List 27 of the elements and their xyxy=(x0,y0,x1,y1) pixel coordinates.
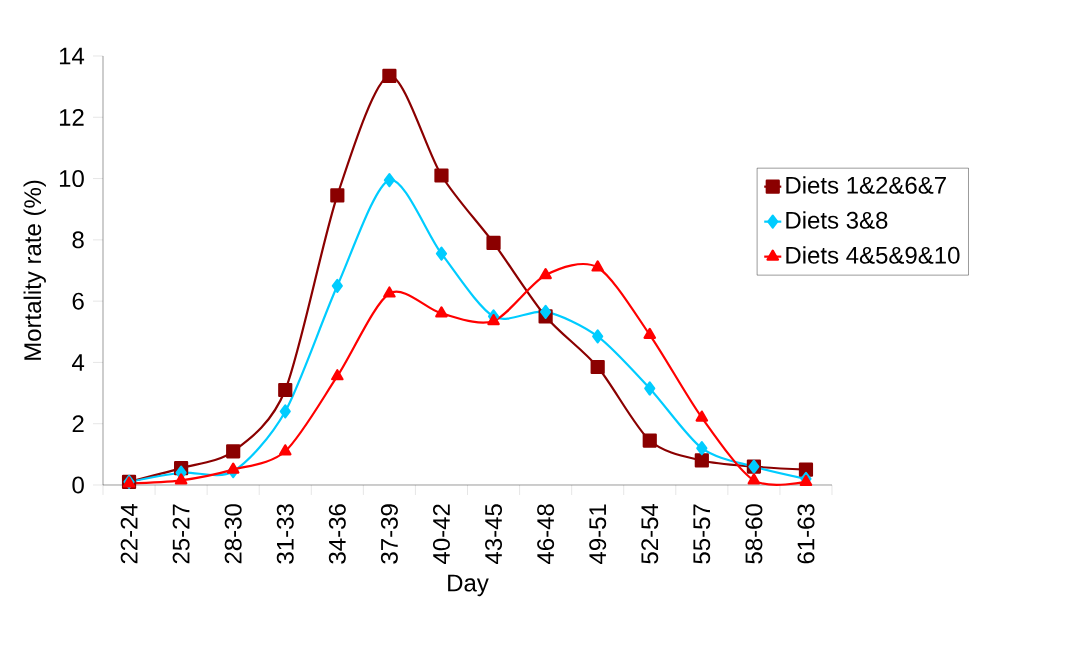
y-tick-label: 4 xyxy=(72,354,85,371)
y-tick-label: 14 xyxy=(59,47,85,65)
x-tick-label: 31-33 xyxy=(276,504,294,564)
x-tick-label: 61-63 xyxy=(797,504,815,564)
x-tick-label: 55-57 xyxy=(693,504,711,564)
legend-label: Diets 3&8 xyxy=(786,211,888,229)
y-axis-title: Mortality rate (%) xyxy=(23,180,46,360)
y-tick-label: 6 xyxy=(72,292,84,310)
y-tick-label: 8 xyxy=(72,231,84,249)
x-axis-title: Day xyxy=(448,574,489,597)
y-tick-label: 0 xyxy=(72,476,84,494)
x-tick-label: 28-30 xyxy=(224,504,242,564)
legend-label: Diets 1&2&6&7 xyxy=(786,176,946,194)
x-tick-label: 22-24 xyxy=(120,503,138,564)
x-tick-label: 43-45 xyxy=(485,504,503,565)
x-tick-label: 37-39 xyxy=(380,504,398,564)
x-tick-label: 25-27 xyxy=(172,504,190,564)
x-tick-label: 40-42 xyxy=(432,504,450,565)
y-tick-label: 2 xyxy=(72,415,84,433)
x-tick-label: 49-51 xyxy=(589,504,607,565)
x-tick-label: 58-60 xyxy=(745,504,763,564)
legend-label: Diets 4&5&9&10 xyxy=(786,246,960,264)
y-tick-label: 10 xyxy=(59,170,84,188)
x-tick-label: 46-48 xyxy=(537,504,555,565)
y-tick-label: 12 xyxy=(59,108,84,126)
x-tick-label: 52-54 xyxy=(641,503,659,564)
x-tick-label: 34-36 xyxy=(328,504,346,564)
